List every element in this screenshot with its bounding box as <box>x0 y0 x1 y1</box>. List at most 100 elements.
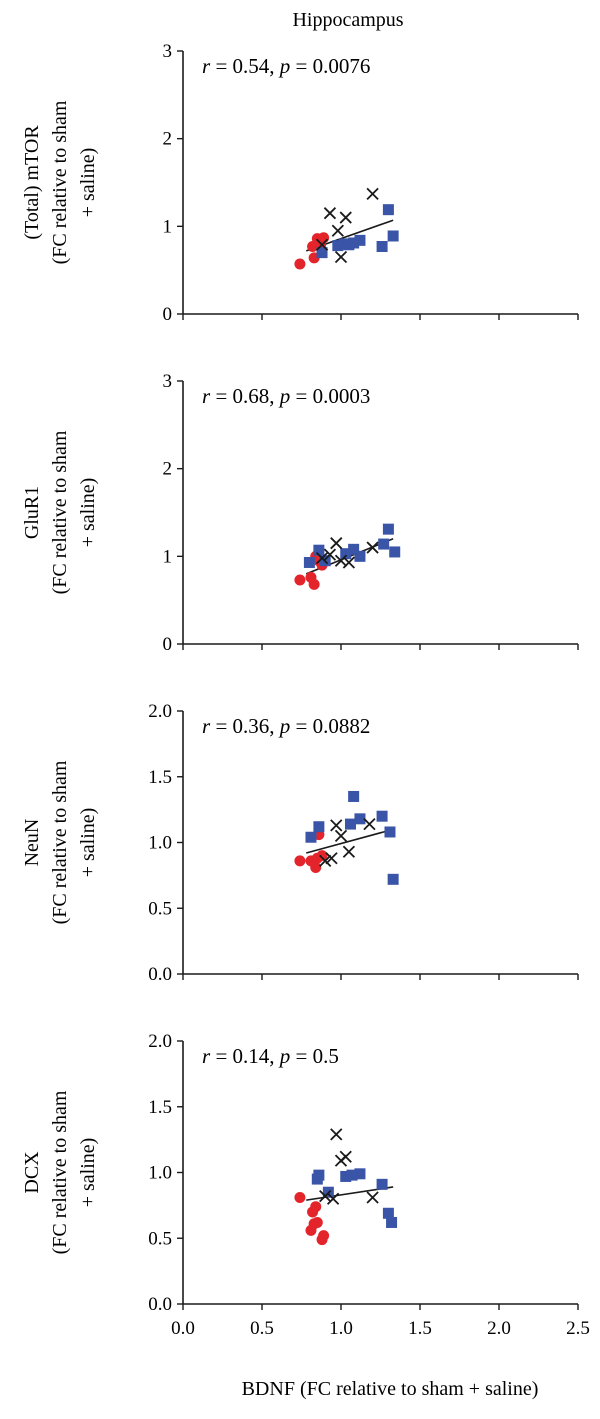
data-point-square <box>354 813 366 825</box>
y-tick-label: 1.5 <box>148 767 172 788</box>
data-point-circle <box>310 861 322 873</box>
y-tick-label: 2 <box>163 129 173 150</box>
data-point-circle <box>316 850 328 862</box>
y-axis-label: + saline) <box>77 478 99 548</box>
data-point-square <box>303 556 315 568</box>
stats-annotation: r = 0.68, p = 0.0003 <box>202 384 370 408</box>
data-point-square <box>313 821 325 833</box>
data-point-square <box>382 523 394 535</box>
y-tick-label: 1.0 <box>148 1163 172 1184</box>
data-point-square <box>340 1170 352 1182</box>
data-point-circle <box>318 1230 330 1242</box>
data-point-square <box>348 790 360 802</box>
regression-line <box>306 828 394 854</box>
y-axis-label: (FC relative to sham <box>49 1090 71 1254</box>
x-tick-label: 1.0 <box>329 1318 353 1339</box>
data-point-square <box>348 237 360 249</box>
data-point-square <box>348 543 360 555</box>
panel-1: 0 1 2 3 (Total) mTOR (FC relative to sham + sa… <box>21 41 579 325</box>
y-tick-label: 2.0 <box>148 701 172 722</box>
data-point-square <box>313 544 325 556</box>
data-point-square <box>386 1216 398 1228</box>
y-tick-label: 1.0 <box>148 833 172 854</box>
data-point-square <box>354 234 366 246</box>
data-point-square <box>376 1178 388 1190</box>
x-tick-label: 0.5 <box>250 1318 274 1339</box>
data-point-square <box>354 550 366 562</box>
x-axis-title: BDNF (FC relative to sham + saline) <box>242 1378 539 1400</box>
data-point-x <box>339 1150 352 1163</box>
data-point-x <box>366 541 379 554</box>
data-point-circle <box>294 258 306 270</box>
panel-4: 0.0 0.5 1.0 1.5 2.0 0.0 0.5 1.0 1.5 2.0 2.5 DCX (FC … <box>21 1031 590 1339</box>
data-point-square <box>344 818 356 830</box>
data-point-x <box>330 819 343 832</box>
data-point-square <box>340 548 352 560</box>
y-axis-label: + saline) <box>77 148 99 218</box>
stats-annotation: r = 0.36, p = 0.0882 <box>202 714 370 738</box>
panel-3: 0.0 0.5 1.0 1.5 2.0 NeuN (FC relative to sham +… <box>21 701 579 985</box>
data-point-x <box>342 556 356 569</box>
data-point-square <box>332 240 344 252</box>
data-point-circle <box>308 578 320 590</box>
stats-annotation: r = 0.14, p = 0.5 <box>202 1044 339 1068</box>
data-point-x <box>366 187 379 201</box>
x-tick-label: 2.5 <box>566 1318 590 1339</box>
data-point-x <box>334 829 348 843</box>
data-point-square <box>313 1169 325 1181</box>
data-point-x <box>330 537 343 550</box>
data-point-square <box>376 810 388 822</box>
data-point-square <box>316 247 328 259</box>
figure-title: Hippocampus <box>292 9 403 31</box>
stats-annotation: r = 0.54, p = 0.0076 <box>202 54 370 78</box>
y-axis-label: + saline) <box>77 1138 99 1208</box>
x-tick-label: 1.5 <box>408 1318 432 1339</box>
data-point-x <box>342 845 356 858</box>
panel-2: 0 1 2 3 GluR1 (FC relative to sham + saline) r … <box>21 371 579 655</box>
y-tick-label: 2.0 <box>148 1031 172 1052</box>
data-point-square <box>305 831 317 843</box>
y-axis-label: (FC relative to sham <box>49 430 71 594</box>
data-point-x <box>363 817 376 831</box>
data-point-x <box>323 548 337 561</box>
data-point-x <box>326 1192 340 1205</box>
y-tick-label: 0.5 <box>148 1228 172 1249</box>
y-tick-label: 1 <box>163 546 173 567</box>
x-tick-label: 2.0 <box>487 1318 511 1339</box>
data-point-x <box>319 1190 332 1203</box>
data-point-square <box>382 1207 394 1219</box>
data-point-square <box>384 826 396 838</box>
data-point-square <box>378 538 390 550</box>
data-point-x <box>323 207 337 220</box>
y-axis-label: (Total) mTOR <box>21 125 43 240</box>
data-point-x <box>319 854 332 868</box>
data-point-x <box>331 224 344 237</box>
y-tick-label: 1 <box>163 216 173 237</box>
y-tick-label: 0.0 <box>148 1294 172 1315</box>
data-point-x <box>334 250 348 264</box>
x-tick-label: 0.0 <box>171 1318 195 1339</box>
data-point-circle <box>310 1201 322 1213</box>
data-point-square <box>354 1168 366 1180</box>
data-point-x <box>325 852 338 865</box>
data-point-square <box>389 546 401 558</box>
data-point-circle <box>294 855 306 867</box>
data-point-x <box>315 238 329 251</box>
y-axis-label: + saline) <box>77 808 99 878</box>
y-tick-label: 3 <box>163 371 173 392</box>
y-axis-label: GluR1 <box>21 486 43 539</box>
y-tick-label: 0.0 <box>148 964 172 985</box>
y-tick-label: 0.5 <box>148 898 172 919</box>
data-point-x <box>366 1191 379 1204</box>
y-axis-label: (FC relative to sham <box>49 760 71 924</box>
y-tick-label: 0 <box>163 304 173 325</box>
y-tick-label: 3 <box>163 41 173 62</box>
data-point-circle <box>294 1191 306 1203</box>
y-axis-label: DCX <box>21 1151 43 1194</box>
data-point-x <box>339 211 352 224</box>
data-point-circle <box>294 574 306 586</box>
y-axis-label: NeuN <box>21 819 43 867</box>
y-tick-label: 1.5 <box>148 1097 172 1118</box>
data-point-x <box>315 551 329 565</box>
